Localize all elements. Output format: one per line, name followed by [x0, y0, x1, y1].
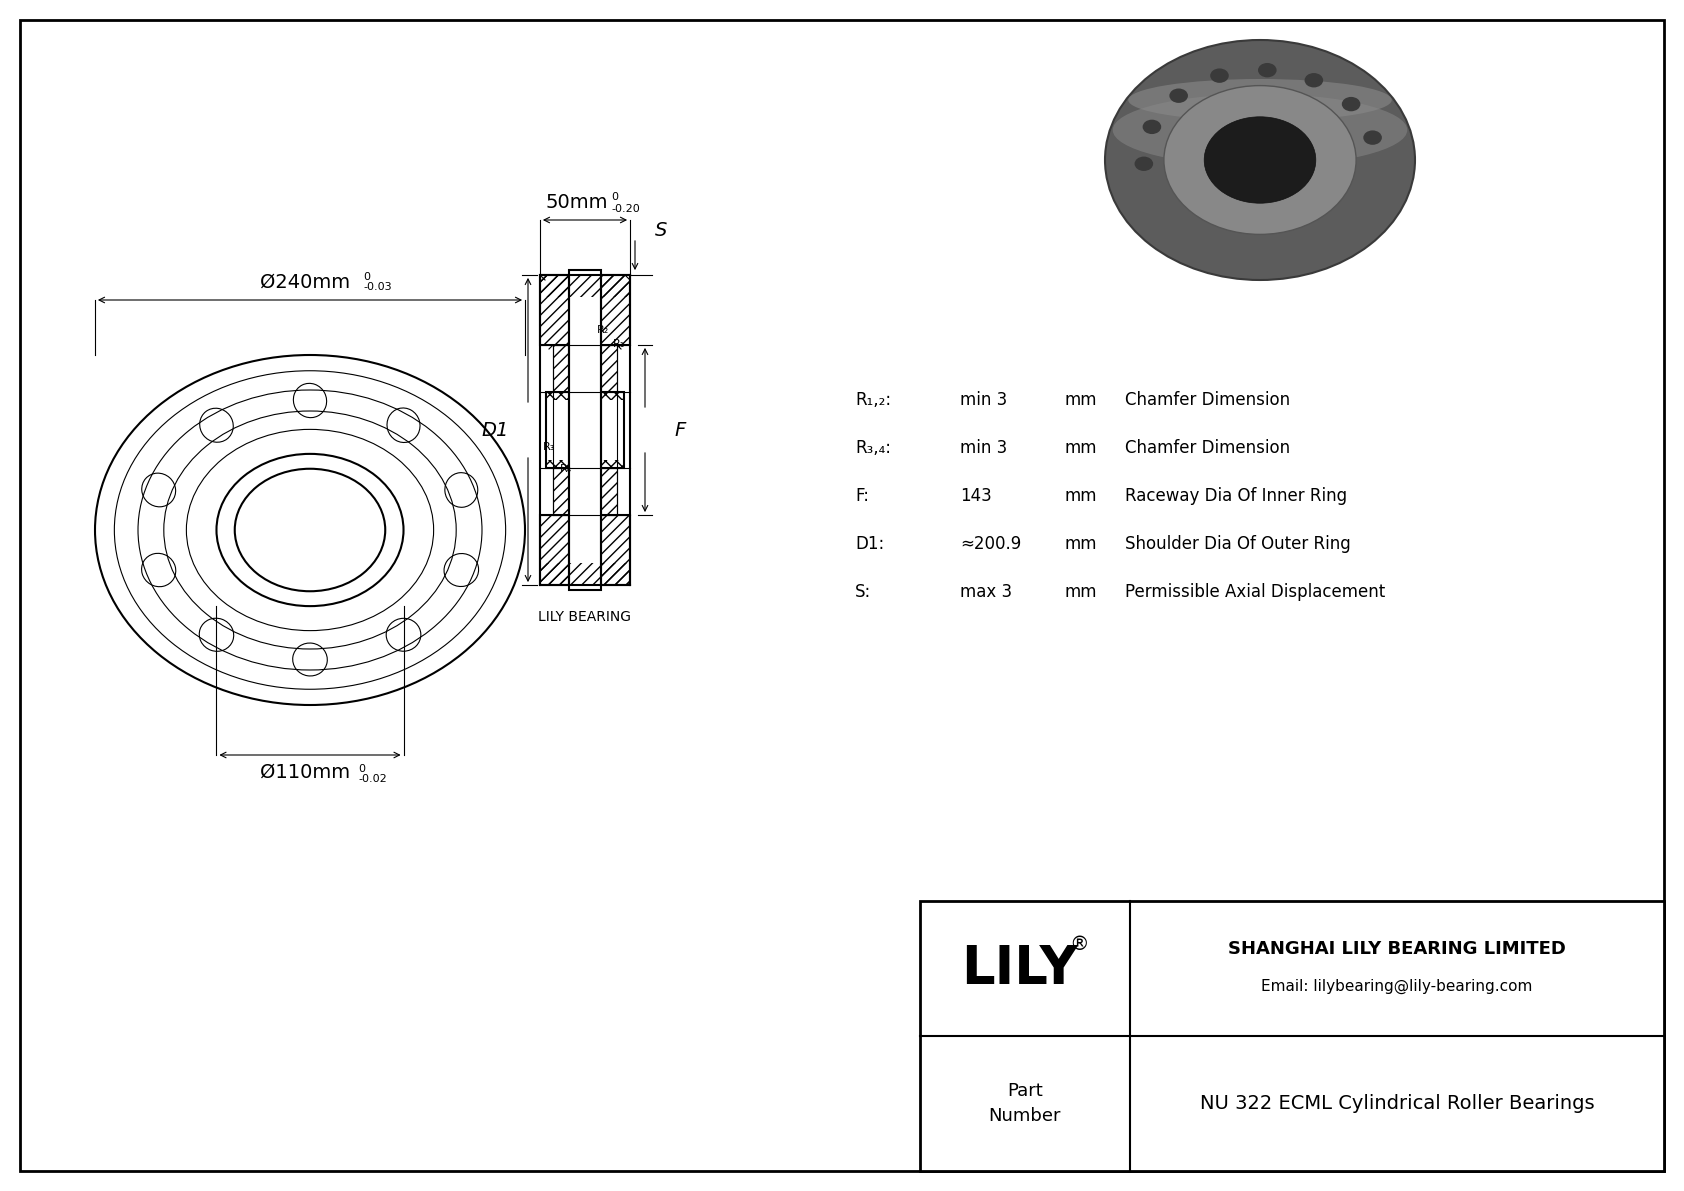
Text: -0.20: -0.20 [611, 204, 640, 214]
Bar [552, 345, 616, 392]
Bar [541, 563, 630, 585]
Bar [541, 275, 630, 345]
Text: S:: S: [855, 584, 871, 601]
Ellipse shape [1211, 68, 1229, 83]
Text: S: S [655, 220, 667, 239]
Text: 0: 0 [611, 192, 618, 202]
Ellipse shape [1113, 94, 1408, 166]
Text: 0: 0 [364, 272, 370, 282]
Text: -0.02: -0.02 [359, 774, 387, 784]
Text: mm: mm [1064, 584, 1098, 601]
Text: Ø240mm: Ø240mm [259, 273, 350, 292]
Text: max 3: max 3 [960, 584, 1012, 601]
Ellipse shape [1164, 86, 1356, 235]
Text: F:: F: [855, 487, 869, 505]
Text: 0: 0 [359, 763, 365, 774]
Text: Chamfer Dimension: Chamfer Dimension [1125, 439, 1290, 457]
Text: D1: D1 [482, 420, 509, 439]
Text: R₃: R₃ [542, 442, 556, 453]
Text: min 3: min 3 [960, 391, 1007, 409]
Ellipse shape [1305, 73, 1324, 87]
Text: Shoulder Dia Of Outer Ring: Shoulder Dia Of Outer Ring [1125, 535, 1351, 553]
Text: R₄: R₄ [561, 464, 573, 474]
Text: Chamfer Dimension: Chamfer Dimension [1125, 391, 1290, 409]
Text: min 3: min 3 [960, 439, 1007, 457]
Bar [541, 515, 630, 585]
Text: mm: mm [1064, 535, 1098, 553]
Ellipse shape [1258, 63, 1276, 77]
Ellipse shape [1204, 117, 1315, 204]
Text: LILY: LILY [962, 942, 1078, 994]
Text: R₁,₂:: R₁,₂: [855, 391, 891, 409]
Text: SHANGHAI LILY BEARING LIMITED: SHANGHAI LILY BEARING LIMITED [1228, 940, 1566, 958]
Ellipse shape [1342, 96, 1361, 111]
Text: F: F [674, 420, 685, 439]
Bar [552, 345, 616, 392]
Text: mm: mm [1064, 439, 1098, 457]
Ellipse shape [1105, 40, 1415, 280]
Bar [546, 392, 625, 400]
Text: Ø110mm: Ø110mm [259, 763, 350, 782]
Bar [541, 275, 630, 345]
Text: Part
Number: Part Number [989, 1081, 1061, 1125]
Text: Permissible Axial Displacement: Permissible Axial Displacement [1125, 584, 1386, 601]
Bar [546, 392, 625, 468]
Text: 50mm: 50mm [546, 193, 608, 212]
Text: ≈200.9: ≈200.9 [960, 535, 1021, 553]
Bar [552, 468, 616, 515]
Bar [569, 270, 601, 590]
Bar [541, 515, 630, 585]
Text: Email: lilybearing@lily-bearing.com: Email: lilybearing@lily-bearing.com [1261, 979, 1532, 994]
Bar [919, 902, 1664, 1171]
Text: R₂: R₂ [598, 325, 610, 335]
Text: R₃,₄:: R₃,₄: [855, 439, 891, 457]
Ellipse shape [1364, 131, 1383, 145]
Text: 143: 143 [960, 487, 992, 505]
Ellipse shape [1143, 119, 1162, 135]
Text: -0.03: -0.03 [364, 282, 392, 292]
Text: LILY BEARING: LILY BEARING [539, 610, 632, 624]
Bar [541, 275, 630, 297]
Bar [546, 460, 625, 468]
Text: mm: mm [1064, 391, 1098, 409]
Text: R₁: R₁ [613, 339, 625, 349]
Ellipse shape [1135, 156, 1154, 172]
Text: D1:: D1: [855, 535, 884, 553]
Ellipse shape [1169, 88, 1187, 102]
Text: NU 322 ECML Cylindrical Roller Bearings: NU 322 ECML Cylindrical Roller Bearings [1199, 1095, 1595, 1114]
Text: Raceway Dia Of Inner Ring: Raceway Dia Of Inner Ring [1125, 487, 1347, 505]
Bar [552, 468, 616, 515]
Text: ®: ® [1069, 935, 1088, 954]
Text: mm: mm [1064, 487, 1098, 505]
Ellipse shape [1128, 79, 1391, 121]
